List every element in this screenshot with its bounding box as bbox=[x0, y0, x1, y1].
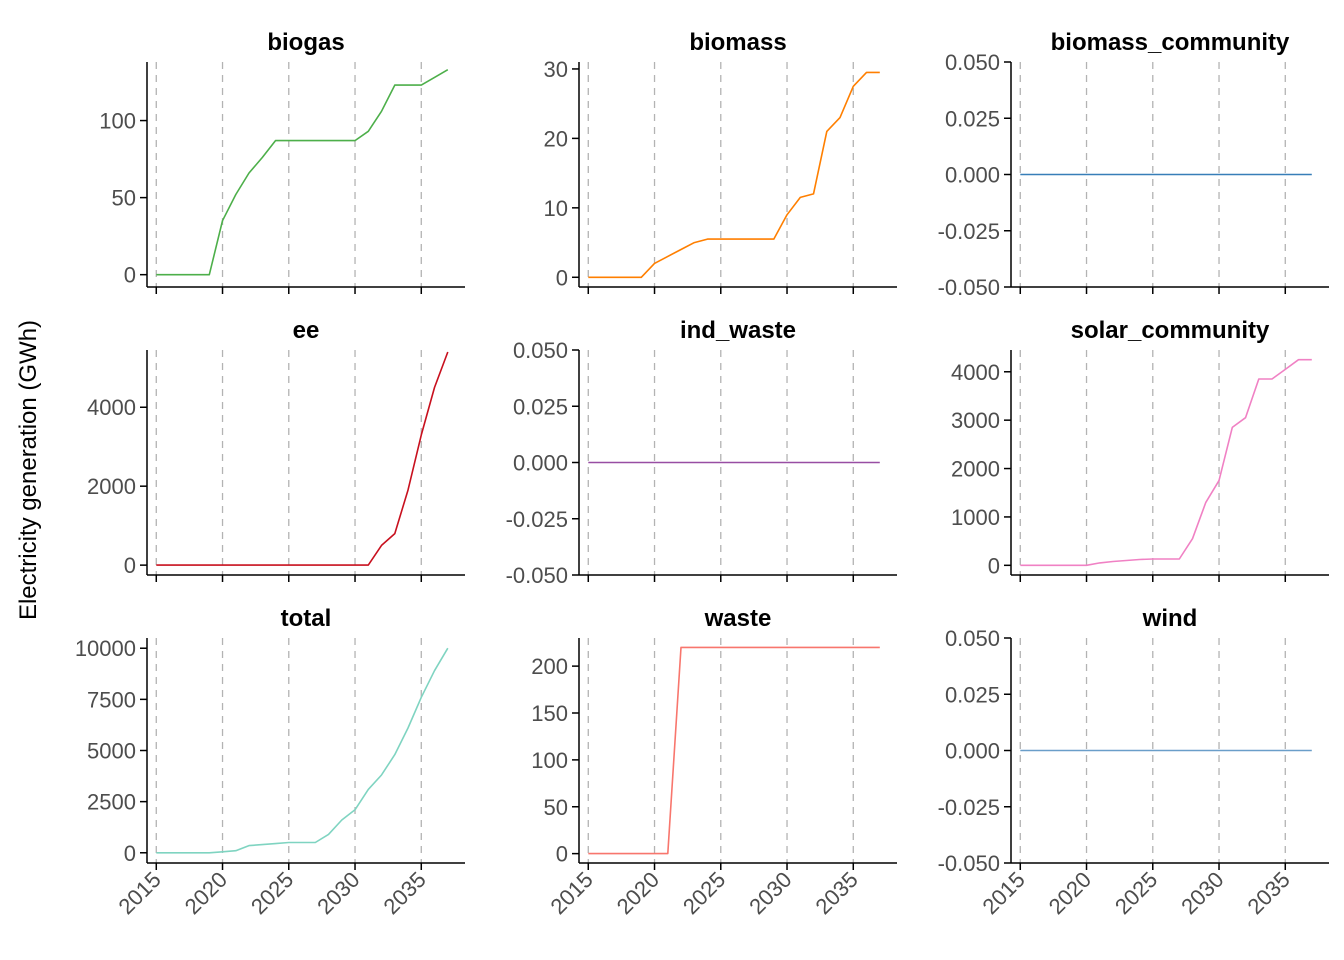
x-tick-label: 2030 bbox=[744, 867, 796, 919]
panel-waste: waste 0 50 100 150 200 2015 2020 2025 2030 2035 bbox=[531, 605, 897, 919]
y-tick-label: -0.050 bbox=[506, 563, 568, 588]
x-tick-label: 2020 bbox=[612, 867, 664, 919]
series-line-ee bbox=[156, 351, 449, 566]
y-tick-label: 4000 bbox=[951, 360, 1000, 385]
panel-title: waste bbox=[704, 605, 772, 632]
y-tick-label: 2000 bbox=[951, 457, 1000, 482]
y-tick-label: 0 bbox=[124, 553, 136, 578]
panel-title: solar_community bbox=[1071, 317, 1270, 344]
y-tick-label: 0.050 bbox=[945, 50, 1000, 75]
y-tick-label: 100 bbox=[99, 109, 136, 134]
y-tick-label: 200 bbox=[531, 654, 568, 679]
x-tick-label: 2025 bbox=[678, 867, 730, 919]
y-tick-label: 0 bbox=[556, 842, 568, 867]
y-tick-label: -0.025 bbox=[938, 219, 1000, 244]
panel-ee: ee 0 2000 4000 bbox=[87, 317, 465, 582]
series-line-solar_community bbox=[1020, 358, 1312, 567]
y-tick-label: -0.050 bbox=[938, 275, 1000, 300]
y-tick-label: -0.025 bbox=[506, 507, 568, 532]
y-tick-label: 3000 bbox=[951, 408, 1000, 433]
panel-title: ind_waste bbox=[680, 317, 796, 344]
x-tick-label: 2025 bbox=[246, 867, 298, 919]
x-tick-label: 2030 bbox=[312, 867, 364, 919]
series-line-biomass bbox=[588, 71, 880, 279]
panel-title: biomass_community bbox=[1051, 29, 1290, 56]
panel-total: total 0 2500 5000 7500 10000 2015 2020 2025 2030 2… bbox=[75, 605, 465, 919]
panel-biomass: biomass 0 10 20 30 bbox=[544, 29, 897, 294]
y-tick-label: 4000 bbox=[87, 395, 136, 420]
y-tick-label: 0.000 bbox=[945, 163, 1000, 188]
panel-biogas: biogas 0 50 100 bbox=[99, 29, 465, 294]
panel-title: ee bbox=[293, 317, 320, 344]
y-tick-label: 0 bbox=[124, 841, 136, 866]
y-tick-label: 0.050 bbox=[945, 626, 1000, 651]
y-tick-label: 0 bbox=[988, 553, 1000, 578]
x-tick-label: 2020 bbox=[180, 867, 232, 919]
x-tick-label: 2020 bbox=[1044, 867, 1096, 919]
y-tick-label: 0 bbox=[556, 265, 568, 290]
x-tick-label: 2035 bbox=[379, 867, 431, 919]
x-tick-label: 2015 bbox=[114, 867, 166, 919]
series-line-biogas bbox=[156, 69, 449, 276]
y-tick-label: -0.050 bbox=[938, 851, 1000, 876]
y-tick-label: 2000 bbox=[87, 474, 136, 499]
x-tick-label: 2030 bbox=[1176, 867, 1228, 919]
panel-title: biogas bbox=[267, 29, 344, 56]
y-tick-label: 50 bbox=[112, 186, 136, 211]
y-tick-label: 0.000 bbox=[945, 739, 1000, 764]
y-tick-label: 0 bbox=[124, 263, 136, 288]
y-tick-label: 5000 bbox=[87, 739, 136, 764]
panel-solar_community: solar_community 0 1000 2000 3000 4000 bbox=[951, 317, 1329, 582]
x-tick-label: 2035 bbox=[1243, 867, 1295, 919]
y-tick-label: 2500 bbox=[87, 790, 136, 815]
panel-title: wind bbox=[1142, 605, 1198, 632]
y-axis-title: Electricity generation (GWh) bbox=[15, 320, 42, 620]
panel-title: total bbox=[281, 605, 332, 632]
y-tick-label: 0.050 bbox=[513, 338, 568, 363]
y-tick-label: 20 bbox=[544, 126, 568, 151]
x-tick-label: 2035 bbox=[811, 867, 863, 919]
panel-biomass_community: biomass_community -0.050 -0.025 0.000 0.025 0… bbox=[938, 29, 1329, 300]
series-line-waste bbox=[588, 646, 880, 855]
y-tick-label: 1000 bbox=[951, 505, 1000, 530]
series-line-total bbox=[156, 647, 449, 854]
y-tick-label: 100 bbox=[531, 748, 568, 773]
y-tick-label: 10000 bbox=[75, 636, 136, 661]
y-tick-label: -0.025 bbox=[938, 795, 1000, 820]
y-tick-label: 0.025 bbox=[945, 682, 1000, 707]
y-tick-label: 0.000 bbox=[513, 451, 568, 476]
x-tick-label: 2015 bbox=[546, 867, 598, 919]
x-tick-label: 2025 bbox=[1110, 867, 1162, 919]
panel-title: biomass bbox=[689, 29, 786, 56]
y-tick-label: 150 bbox=[531, 701, 568, 726]
panel-ind_waste: ind_waste -0.050 -0.025 0.000 0.025 0.050 bbox=[506, 317, 897, 588]
y-tick-label: 50 bbox=[544, 795, 568, 820]
y-tick-label: 0.025 bbox=[513, 394, 568, 419]
y-tick-label: 7500 bbox=[87, 687, 136, 712]
y-tick-label: 0.025 bbox=[945, 106, 1000, 131]
y-tick-label: 30 bbox=[544, 57, 568, 82]
y-tick-label: 10 bbox=[544, 196, 568, 221]
